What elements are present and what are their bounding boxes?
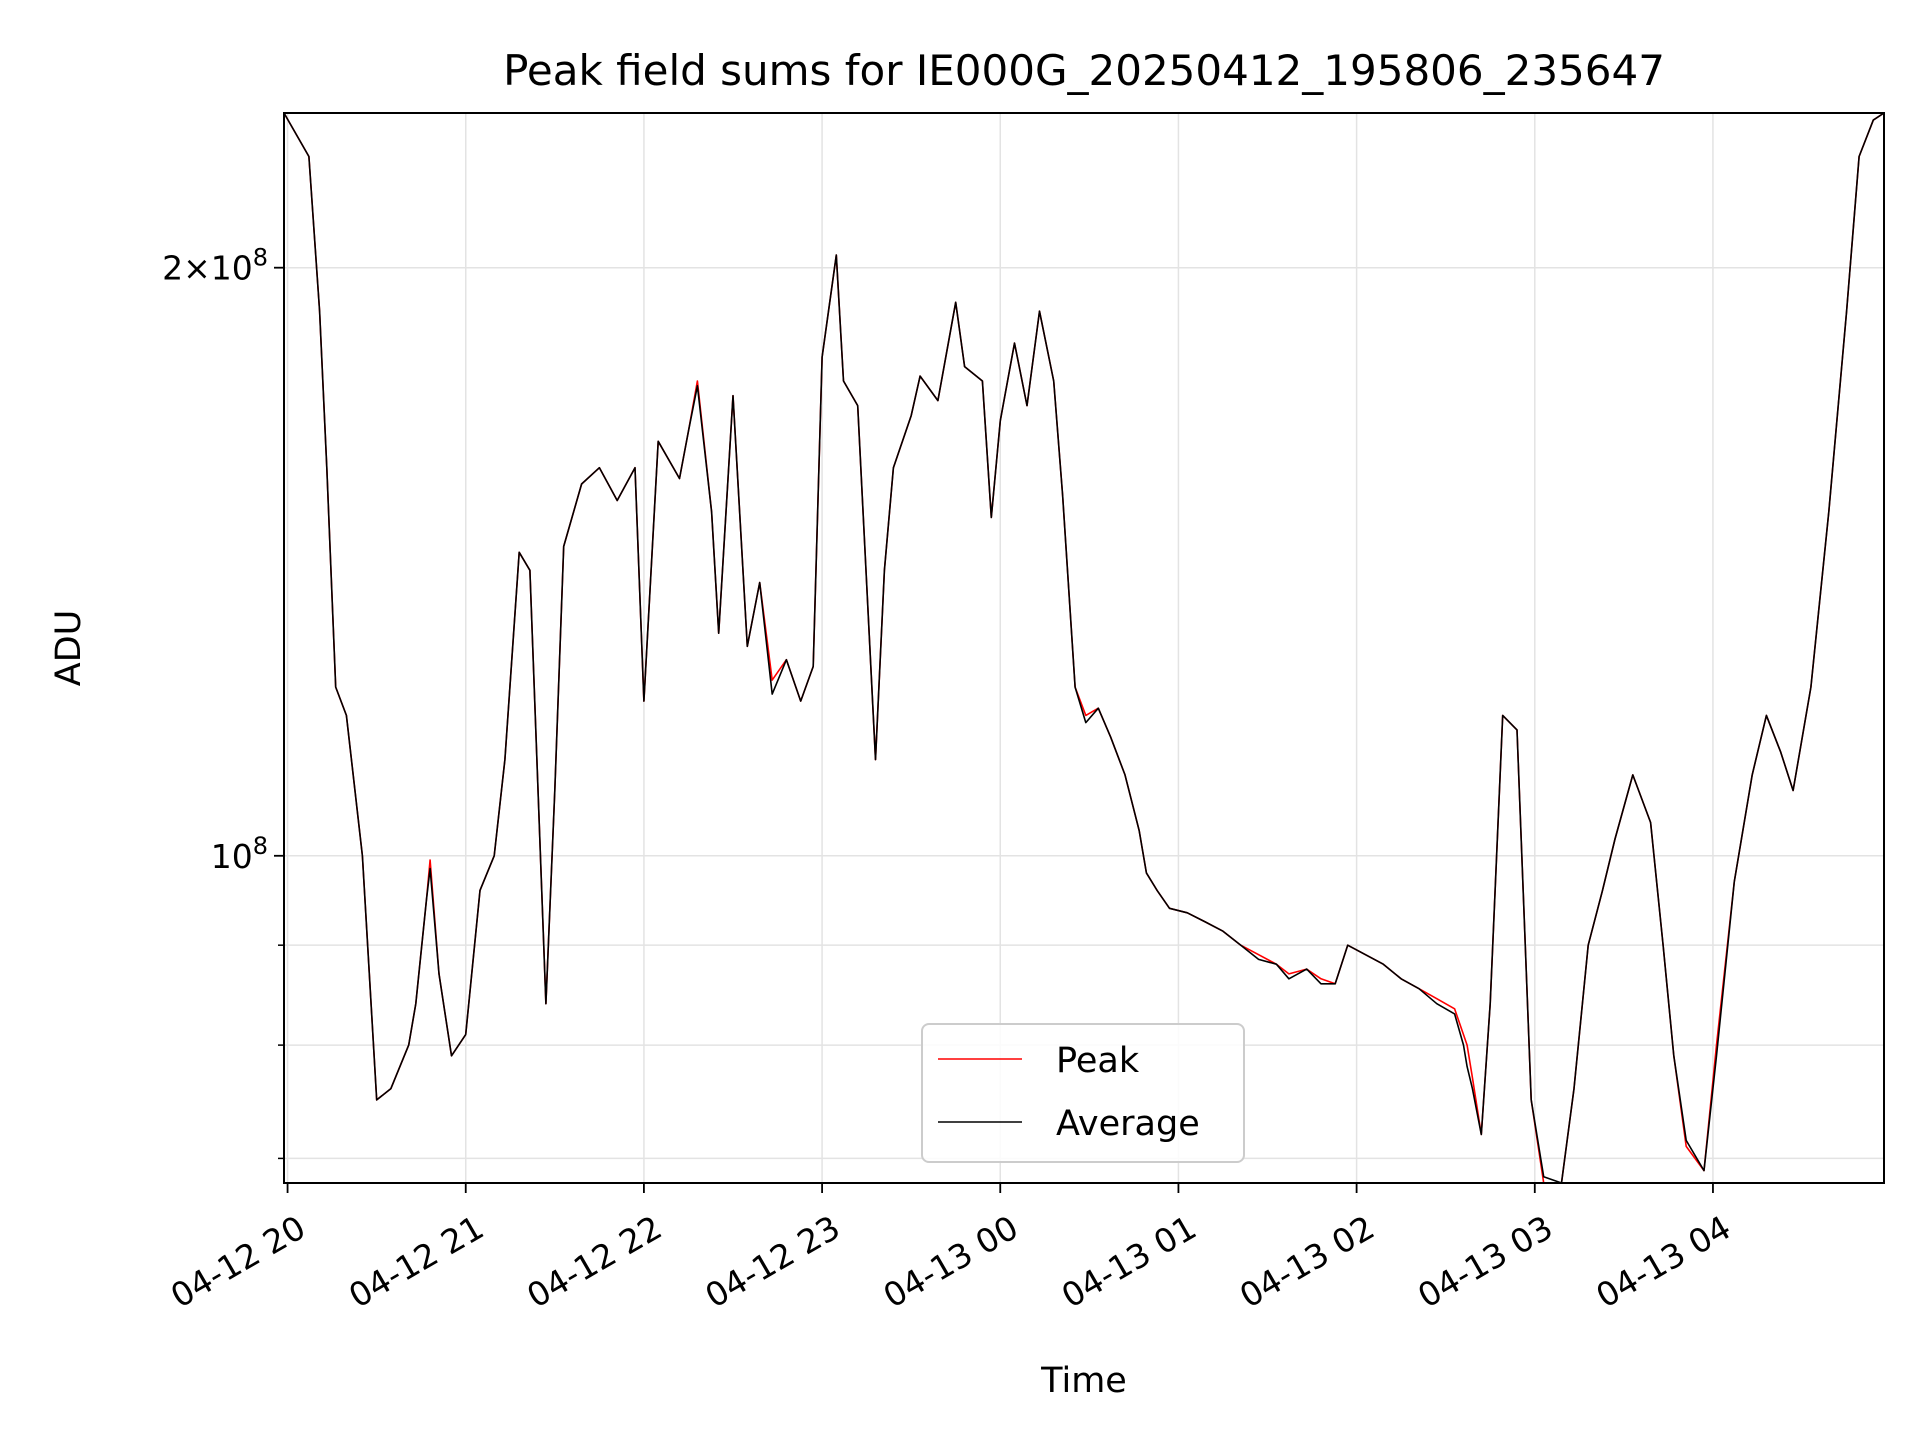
legend-label-average: Average	[1056, 1104, 1200, 1144]
x-axis-label: Time	[1040, 1361, 1127, 1401]
plot-frame	[283, 112, 1885, 1184]
grid	[284, 113, 1884, 1183]
y-axis-label: ADU	[49, 610, 89, 687]
y-tick-label: 2×108	[162, 244, 268, 288]
legend: Peak Average	[921, 1023, 1245, 1163]
chart-title: Peak field sums for IE000G_20250412_1958…	[503, 46, 1665, 95]
series-line-average	[283, 112, 1885, 1184]
series-layer	[283, 112, 1885, 1184]
y-tick-label: 108	[211, 832, 268, 876]
y-axis-ticks: 2×108 108	[162, 244, 284, 1160]
legend-label-peak: Peak	[1056, 1041, 1140, 1081]
